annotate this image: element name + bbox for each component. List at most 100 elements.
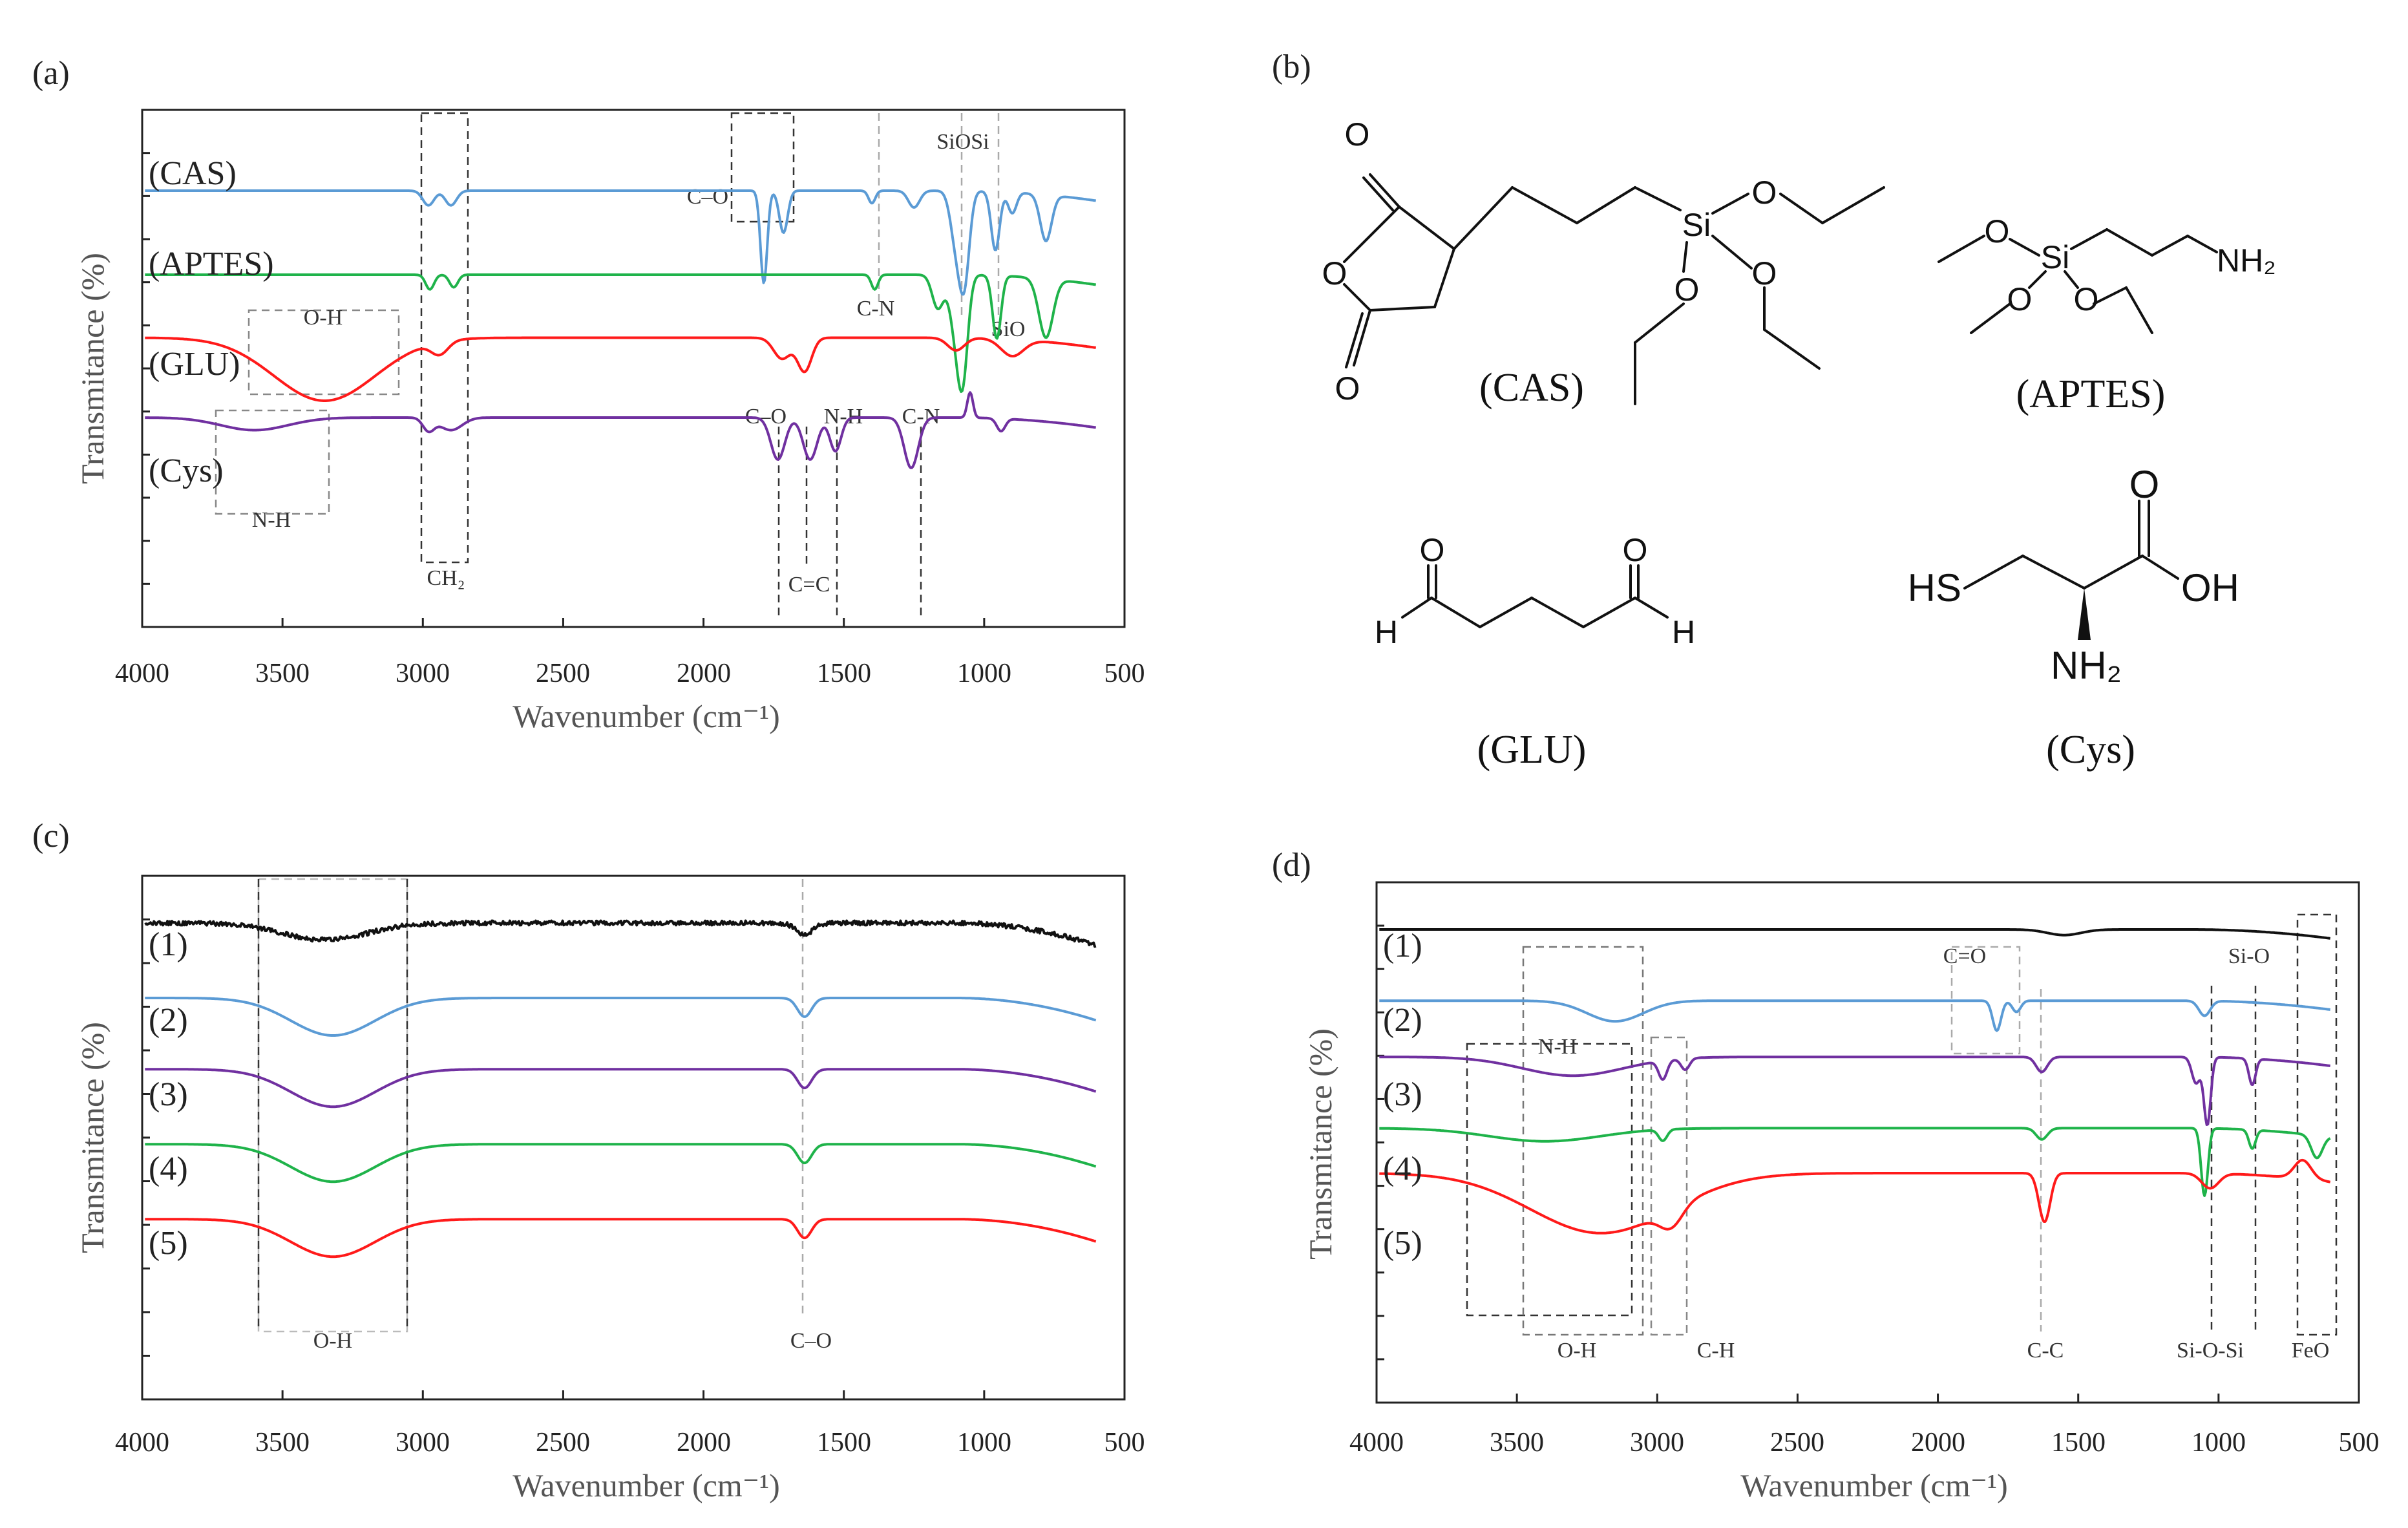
chart-d-ann-cc: C-C [2027,1339,2064,1363]
chart-d-series-label-3: (3) [1383,1076,1422,1113]
glu-bond [1479,597,1533,628]
chart-d-series-line-5 [1379,1158,2331,1235]
cys-bond [2083,555,2144,589]
chart-d-ann-co: C=O [1943,944,1986,968]
cas-structure [1343,173,1885,405]
cas-atom-si: Si [1682,207,1711,243]
chart-a-xtick: 500 [1104,659,1145,688]
chart-c-xtick: 3500 [255,1428,310,1458]
chart-a-x-tick-labels: 4000 3500 3000 2500 2000 1500 1000 500 [115,659,1145,688]
chart-c-x-tick-labels: 4000 3500 3000 2500 2000 1500 1000 500 [115,1428,1145,1458]
cas-bond [1353,309,1371,366]
aptes-structure [1938,228,2218,334]
chart-d-ann-oh: O-H [1558,1339,1596,1363]
chart-c-series-label-5: (5) [149,1225,188,1262]
cys-atom-o: O [2129,463,2160,506]
chart-d-co-box [1950,946,2021,1055]
chart-c-series-line-3 [145,1068,1097,1109]
chart-c-xtick: 2000 [677,1428,731,1458]
aptes-bond [1970,302,2011,334]
chart-a-xtick: 2500 [536,659,590,688]
chart-d-feo-box [2296,913,2338,1336]
cas-bond [1634,302,1685,344]
chart-d-ann-nh: N-H [1538,1035,1577,1059]
cas-bond [1634,186,1682,211]
cas-bond [1362,176,1394,211]
aptes-bond [2093,286,2128,305]
chart-c: 4000 3500 3000 2500 2000 1500 1000 500 W… [74,875,1145,1503]
chart-d-series-line-1 [1379,928,2330,940]
chart-c-series-line-4 [145,1143,1097,1183]
chart-c-frame [141,875,1126,1401]
cys-bond [1963,555,2024,589]
aptes-atom-o: O [1985,213,2010,249]
cas-atom-o: O [1322,255,1347,292]
chart-d-series [1379,928,2331,1235]
aptes-bond [2009,238,2040,257]
chart-a-frame [141,109,1126,628]
cys-atom-oh: OH [2181,566,2239,610]
chart-a-series-label-cys: (Cys) [149,452,224,489]
cas-bond [1763,328,1821,370]
panel-b-structures [1343,173,2218,640]
chart-c-xtick: 4000 [115,1428,169,1458]
aptes-label: (APTES) [2016,372,2166,416]
aptes-bond [2125,286,2153,334]
chart-a-series-label-glu: (GLU) [149,346,240,383]
aptes-bond [2106,228,2153,257]
cas-atom-o: O [1674,271,1700,308]
cas-bond [1345,312,1364,368]
chart-c-xtick: 1500 [817,1428,871,1458]
chart-d: 4000 3500 3000 2500 2000 1500 1000 500 W… [1302,881,2380,1503]
chart-d-series-label-5: (5) [1383,1225,1422,1262]
chart-d-xlabel: Wavenumber (cm⁻¹) [1740,1467,2008,1503]
chart-a-annotation-guides [215,112,1000,621]
chart-a-ann-oh: O-H [304,306,343,330]
chart-d-ch-box [1650,1036,1688,1336]
chart-d-annotation-texts: N-H C=O Si-O O-H C-H C-C Si-O-Si FeO [1538,944,2330,1363]
chart-a-series-label-cas: (CAS) [149,155,237,192]
chart-a-nh-box [215,409,330,515]
glu-bond [1530,597,1585,628]
chart-d-xtick: 4000 [1349,1428,1404,1458]
chart-d-nh-box [1466,1043,1633,1317]
chart-c-ann-co: C–O [790,1329,832,1353]
chart-c-xtick: 500 [1104,1428,1145,1458]
chart-a-xtick: 3000 [396,659,450,688]
chart-a-ch2-box [420,112,469,564]
glu-label: (GLU) [1477,728,1587,772]
chart-a-ann-cn2: C-N [902,405,940,429]
cas-bond [1398,206,1455,250]
chart-d-series-label-4: (4) [1383,1151,1422,1187]
cas-bond [1369,306,1436,312]
chart-a-xtick: 1500 [817,659,871,688]
cas-label: (CAS) [1479,366,1584,410]
chart-c-xtick: 3000 [396,1428,450,1458]
chart-c-ylabel: Transmitance (%) [74,1022,111,1253]
cys-wedge-bond [2078,588,2091,640]
cas-bond [1682,241,1688,273]
aptes-atom-o: O [2007,281,2033,317]
panel-b-atom-labels: O O O Si O O O O Si O O NH₂ O O H H O HS… [1322,116,2276,687]
cas-bond [1576,186,1636,224]
chart-c-series-line-1 [144,919,1097,948]
cas-atom-o: O [1345,116,1370,153]
chart-c-series-label-2: (2) [149,1002,188,1039]
glu-bond [1634,597,1669,619]
cas-bond [1343,206,1400,263]
aptes-bond [2186,235,2218,253]
chart-d-xtick: 1000 [2191,1428,2246,1458]
chart-a-ann-co1: C–O [687,185,728,209]
chart-d-ann-siosi: Si-O-Si [2177,1339,2244,1363]
chart-a-xlabel: Wavenumber (cm⁻¹) [512,698,780,734]
panel-label-a: (a) [32,55,70,92]
aptes-bond [2151,235,2189,257]
chart-a-series-line-2 [145,273,1097,393]
chart-a-ann-siosi: SiOSi [936,130,989,154]
cas-bond [1779,193,1824,224]
chart-c-series [144,919,1097,1258]
chart-a-ann-ch2: CH₂ [427,566,465,590]
glu-bond [1430,597,1481,628]
cas-atom-o: O [1752,175,1777,211]
